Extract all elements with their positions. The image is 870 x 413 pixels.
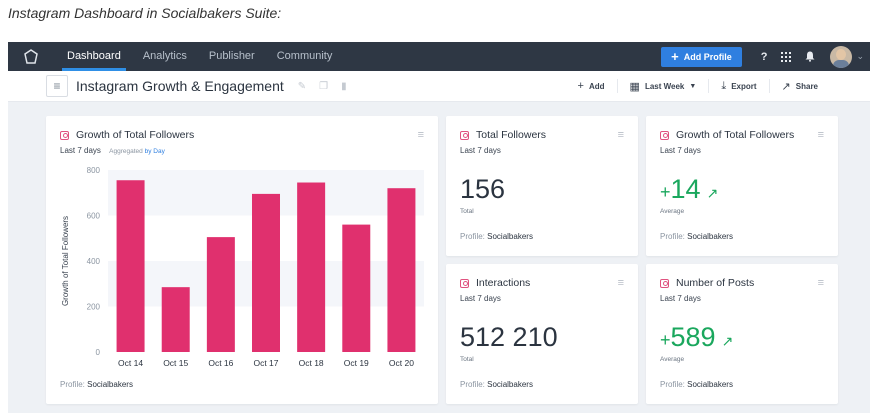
metric-value: +14 ↗ bbox=[660, 174, 719, 204]
bar bbox=[342, 224, 371, 352]
bar bbox=[161, 287, 190, 352]
bar bbox=[297, 182, 326, 352]
bar bbox=[206, 237, 235, 352]
card-title: Number of Posts bbox=[676, 277, 755, 289]
bar bbox=[116, 180, 145, 352]
trend-up-icon: ↗ bbox=[721, 333, 734, 349]
x-tick-label: Oct 15 bbox=[163, 358, 188, 368]
card-title: Total Followers bbox=[476, 129, 547, 141]
followers-bar-chart: 0 200 400 600 800 Growth of Total Followers Oc… bbox=[61, 166, 424, 368]
nav-tab-analytics[interactable]: Analytics bbox=[142, 50, 187, 62]
card-growth-average: Growth of Total Followers ≡ Last 7 days … bbox=[646, 116, 838, 256]
metric-label: Total bbox=[460, 208, 474, 215]
date-range-label: Last Week bbox=[644, 81, 685, 91]
instagram-icon bbox=[60, 130, 69, 140]
app-logo-icon[interactable] bbox=[20, 46, 42, 68]
top-navigation-bar: Dashboard Analytics Publisher Community … bbox=[8, 42, 870, 71]
card-profile: Profile: Socialbakers bbox=[660, 232, 733, 241]
x-tick-label: Oct 16 bbox=[208, 358, 233, 368]
period-label: Last 7 days bbox=[60, 146, 101, 155]
plus-icon: + bbox=[577, 80, 584, 92]
nav-tab-community[interactable]: Community bbox=[276, 50, 333, 62]
caret-down-icon: ▼ bbox=[689, 82, 697, 90]
card-menu-icon[interactable]: ≡ bbox=[617, 277, 624, 289]
notifications-bell-icon[interactable] bbox=[805, 51, 815, 62]
duplicate-icon[interactable]: ❐ bbox=[319, 80, 329, 92]
x-tick-label: Oct 18 bbox=[299, 358, 324, 368]
share-arrow-icon: ↗ bbox=[781, 80, 791, 93]
plus-icon: + bbox=[671, 49, 679, 64]
x-tick-label: Oct 20 bbox=[389, 358, 414, 368]
trend-up-icon: ↗ bbox=[706, 185, 719, 201]
export-button[interactable]: ⤓ Export bbox=[708, 79, 768, 93]
delete-trash-icon[interactable]: ▮ bbox=[341, 80, 347, 92]
card-profile: Profile: Socialbakers bbox=[60, 380, 133, 389]
share-label: Share bbox=[795, 81, 818, 91]
card-menu-icon[interactable]: ≡ bbox=[617, 129, 624, 141]
dashboard-toolbar: ≡ Instagram Growth & Engagement ✎ ❐ ▮ + … bbox=[8, 71, 870, 102]
metric-label: Average bbox=[660, 208, 685, 215]
add-profile-label: Add Profile bbox=[683, 51, 732, 62]
nav-tab-publisher[interactable]: Publisher bbox=[208, 50, 255, 62]
user-avatar[interactable] bbox=[830, 45, 853, 68]
metric-label: Average bbox=[660, 356, 685, 363]
bar bbox=[252, 193, 280, 352]
instagram-icon bbox=[460, 130, 469, 140]
dashboard-title: Instagram Growth & Engagement bbox=[76, 78, 284, 94]
date-range-dropdown[interactable]: ▦ Last Week ▼ bbox=[616, 79, 709, 93]
nav-tab-dashboard[interactable]: Dashboard bbox=[56, 42, 132, 71]
help-button[interactable]: ? bbox=[760, 50, 768, 63]
y-axis-label: Growth of Total Followers bbox=[61, 216, 70, 306]
dashboard-canvas: Growth of Total Followers ≡ Last 7 days … bbox=[8, 102, 870, 413]
hamburger-menu-icon[interactable]: ≡ bbox=[46, 75, 68, 97]
add-widget-button[interactable]: + Add bbox=[566, 79, 617, 93]
metric-label: Total bbox=[460, 356, 474, 363]
instagram-icon bbox=[460, 278, 469, 288]
download-icon: ⤓ bbox=[721, 79, 727, 92]
chart-card-growth: Growth of Total Followers ≡ Last 7 days … bbox=[46, 116, 438, 404]
y-tick-label: 200 bbox=[87, 303, 101, 312]
y-tick-label: 600 bbox=[87, 212, 101, 221]
card-total-followers: Total Followers ≡ Last 7 days 156 Total … bbox=[446, 116, 638, 256]
chevron-down-icon[interactable]: ⌄ bbox=[856, 51, 864, 61]
y-tick-label: 400 bbox=[87, 257, 101, 266]
share-button[interactable]: ↗ Share bbox=[768, 79, 830, 93]
card-period: Last 7 days bbox=[660, 294, 701, 303]
card-period: Last 7 days bbox=[460, 294, 501, 303]
page-caption: Instagram Dashboard in Socialbakers Suit… bbox=[8, 5, 282, 21]
x-tick-label: Oct 19 bbox=[344, 358, 369, 368]
card-profile: Profile: Socialbakers bbox=[460, 232, 533, 241]
aggregation-label: Aggregated by Day bbox=[109, 148, 165, 155]
card-menu-icon[interactable]: ≡ bbox=[817, 129, 824, 141]
card-profile: Profile: Socialbakers bbox=[660, 380, 733, 389]
edit-pencil-icon[interactable]: ✎ bbox=[297, 80, 307, 92]
metric-value: 512 210 bbox=[460, 322, 558, 352]
apps-grid-icon[interactable] bbox=[781, 51, 792, 62]
export-label: Export bbox=[731, 81, 757, 91]
add-label: Add bbox=[588, 81, 605, 91]
card-title: Growth of Total Followers bbox=[676, 129, 795, 141]
metric-value: +589 ↗ bbox=[660, 322, 734, 352]
card-period: Last 7 days Aggregated by Day bbox=[60, 146, 165, 155]
x-tick-label: Oct 14 bbox=[118, 358, 143, 368]
card-period: Last 7 days bbox=[460, 146, 501, 155]
instagram-icon bbox=[660, 278, 669, 288]
x-tick-label: Oct 17 bbox=[253, 358, 278, 368]
bar bbox=[387, 188, 416, 352]
metric-value: 156 bbox=[460, 174, 506, 204]
y-tick-label: 800 bbox=[87, 166, 101, 175]
card-interactions: Interactions ≡ Last 7 days 512 210 Total… bbox=[446, 264, 638, 404]
card-period: Last 7 days bbox=[660, 146, 701, 155]
calendar-icon: ▦ bbox=[629, 80, 640, 93]
card-title: Interactions bbox=[476, 277, 531, 289]
instagram-icon bbox=[660, 130, 669, 140]
y-tick-label: 0 bbox=[96, 348, 101, 357]
card-number-of-posts: Number of Posts ≡ Last 7 days +589 ↗ Aver… bbox=[646, 264, 838, 404]
card-menu-icon[interactable]: ≡ bbox=[817, 277, 824, 289]
add-profile-button[interactable]: + Add Profile bbox=[661, 46, 742, 67]
card-menu-icon[interactable]: ≡ bbox=[417, 129, 424, 141]
card-title: Growth of Total Followers bbox=[76, 129, 195, 141]
card-profile: Profile: Socialbakers bbox=[460, 380, 533, 389]
main-nav: Dashboard Analytics Publisher Community bbox=[56, 42, 343, 71]
